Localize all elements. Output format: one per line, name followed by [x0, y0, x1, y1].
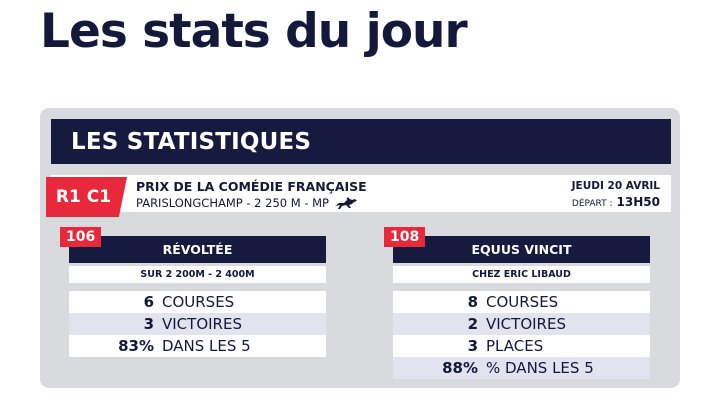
panel-title: LES STATISTIQUES: [71, 128, 312, 155]
race-name: PRIX DE LA COMÉDIE FRANÇAISE: [136, 179, 367, 194]
stat-value: 8: [467, 293, 478, 311]
stat-label: COURSES: [162, 293, 235, 311]
stat-label: PLACES: [486, 337, 544, 355]
stat-label: % DANS LES 5: [486, 359, 594, 377]
horse-name: EQUUS VINCIT: [393, 236, 650, 263]
horse-card: 108 EQUUS VINCIT CHEZ ERIC LIBAUD 8 COUR…: [384, 227, 650, 379]
stat-label: VICTOIRES: [162, 315, 242, 333]
stat-label: DANS LES 5: [162, 337, 251, 355]
stat-value: 3: [467, 337, 478, 355]
stat-row: 6 COURSES: [69, 291, 326, 313]
stat-list: 8 COURSES 2 VICTOIRES 3 PLACES 88% % DAN…: [393, 291, 650, 379]
race-code-badge: R1 C1: [46, 177, 127, 217]
race-details-text: PARISLONGCHAMP - 2 250 M - MP: [136, 196, 329, 210]
stat-label: VICTOIRES: [486, 315, 566, 333]
race-time-label: DÉPART :: [571, 199, 613, 209]
stat-row: 83% DANS LES 5: [69, 335, 326, 357]
panel-header: LES STATISTIQUES: [51, 119, 671, 164]
stat-list: 6 COURSES 3 VICTOIRES 83% DANS LES 5: [69, 291, 326, 357]
stat-row: 3 VICTOIRES: [69, 313, 326, 335]
horse-subtitle: SUR 2 200M - 2 400M: [69, 266, 326, 283]
horse-subtitle: CHEZ ERIC LIBAUD: [393, 266, 650, 283]
stat-value: 88%: [442, 359, 478, 377]
horse-number: 108: [384, 227, 426, 247]
horse-number: 106: [60, 227, 102, 247]
jockey-horse-icon: [335, 197, 357, 209]
stat-label: COURSES: [486, 293, 559, 311]
page-title: Les stats du jour: [40, 4, 468, 59]
stat-row: 88% % DANS LES 5: [393, 357, 650, 379]
stat-value: 83%: [118, 337, 154, 355]
stat-row: 8 COURSES: [393, 291, 650, 313]
race-code: R1 C1: [55, 187, 112, 207]
stat-row: 3 PLACES: [393, 335, 650, 357]
race-details: PARISLONGCHAMP - 2 250 M - MP: [136, 196, 359, 210]
race-date: JEUDI 20 AVRIL: [571, 180, 660, 192]
stat-value: 3: [143, 315, 154, 333]
horse-card: 106 RÉVOLTÉE SUR 2 200M - 2 400M 6 COURS…: [60, 227, 326, 357]
stat-value: 2: [467, 315, 478, 333]
stat-value: 6: [143, 293, 154, 311]
race-time: DÉPART : 13H50: [572, 195, 660, 209]
race-info-bar: [51, 175, 671, 212]
stat-row: 2 VICTOIRES: [393, 313, 650, 335]
horse-name: RÉVOLTÉE: [69, 236, 326, 263]
race-time-value: 13H50: [616, 195, 660, 209]
